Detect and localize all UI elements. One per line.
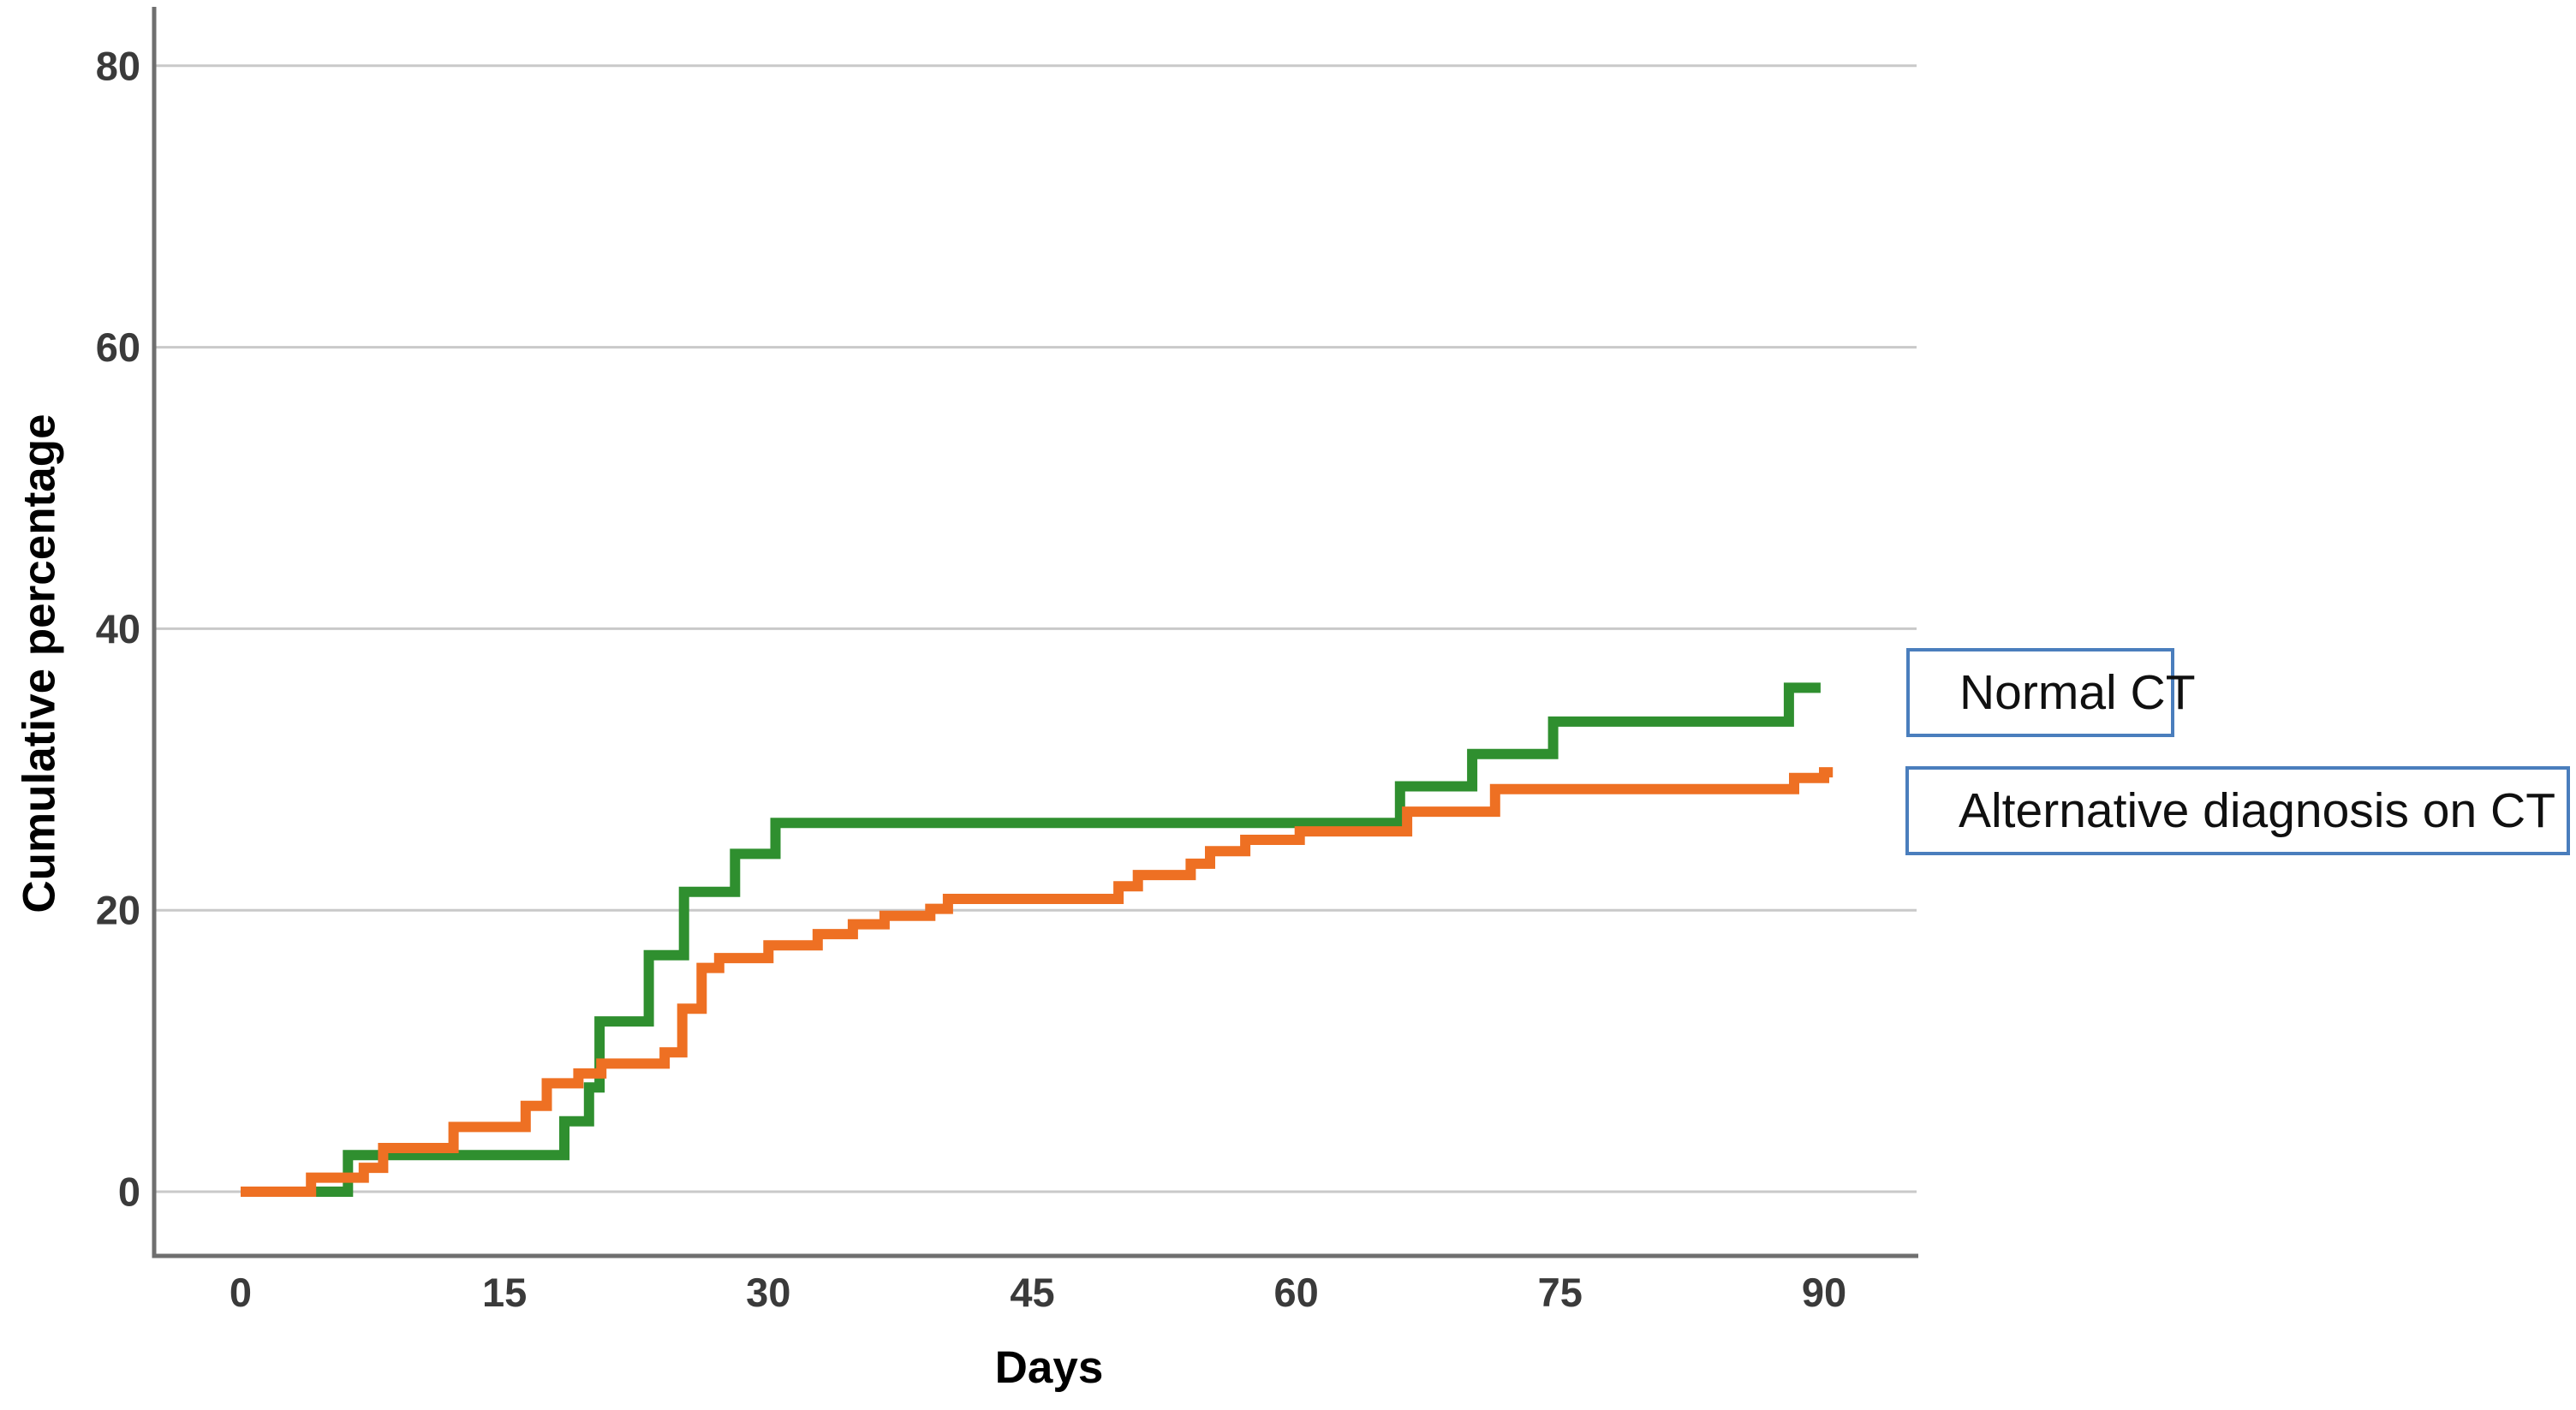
y-tick-label-40: 40	[96, 606, 140, 651]
x-tick-label-45: 45	[1010, 1270, 1054, 1315]
y-tick-label-0: 0	[118, 1169, 140, 1215]
horizontal-gridlines	[154, 64, 1917, 1193]
y-tick-label-60: 60	[96, 324, 140, 370]
y-tick-label-20: 20	[96, 888, 140, 933]
x-tick-label-60: 60	[1273, 1270, 1318, 1315]
legend-normal-ct-label: Normal CT	[1959, 665, 2196, 720]
x-axis-tick-labels: 0 15 30 45 60 75 90	[230, 1270, 1846, 1315]
normal-ct-line	[241, 682, 1821, 1197]
x-tick-label-75: 75	[1538, 1270, 1583, 1315]
x-axis-title: Days	[995, 1342, 1104, 1393]
legend-normal-ct: Normal CT	[1906, 648, 2196, 737]
x-tick-label-0: 0	[230, 1270, 252, 1315]
x-tick-label-15: 15	[482, 1270, 527, 1315]
y-axis-tick-labels: 0 20 40 60 80	[96, 43, 140, 1214]
y-axis-title: Cumulative percentage	[15, 413, 65, 913]
legend-alternative-diagnosis-label: Alternative diagnosis on CT	[1959, 783, 2556, 838]
legend-alternative-diagnosis: Alternative diagnosis on CT	[1905, 766, 2570, 855]
y-tick-label-80: 80	[96, 43, 140, 88]
x-tick-label-90: 90	[1802, 1270, 1846, 1315]
alternative-diagnosis-line	[241, 767, 1834, 1197]
x-tick-label-30: 30	[746, 1270, 790, 1315]
